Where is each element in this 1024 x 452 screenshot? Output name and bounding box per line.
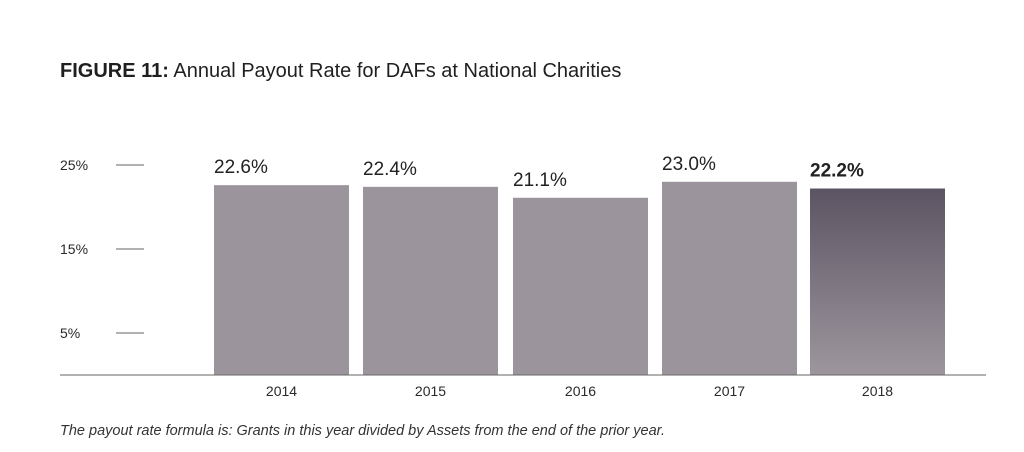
y-tick-label: 15% (60, 241, 88, 257)
y-tick-label: 5% (60, 325, 80, 341)
title-text: Annual Payout Rate for DAFs at National … (173, 60, 622, 82)
y-tick-label: 25% (60, 157, 88, 173)
x-tick-label-2015: 2015 (415, 383, 446, 399)
bar-2015 (363, 186, 498, 375)
data-labels-group: 22.6% 22.4% 21.1% 23.0% 22.2% (214, 154, 864, 191)
y-axis: 5% 15% 25% (60, 157, 144, 341)
x-tick-label-2016: 2016 (565, 383, 596, 399)
chart-title: FIGURE 11: Annual Payout Rate for DAFs a… (60, 60, 621, 83)
bar-2016 (513, 197, 648, 375)
chart-caption: The payout rate formula is: Grants in th… (60, 423, 665, 439)
bar-2017 (662, 181, 797, 375)
bar-2018 (810, 188, 945, 375)
data-label-2016: 21.1% (513, 170, 567, 191)
x-tick-label-2017: 2017 (714, 383, 745, 399)
data-label-2018: 22.2% (810, 161, 864, 182)
data-label-2017: 23.0% (662, 154, 716, 175)
data-label-2014: 22.6% (214, 157, 268, 178)
x-tick-label-2014: 2014 (266, 383, 297, 399)
bars-group (214, 181, 945, 375)
figure-label: FIGURE 11: (60, 60, 169, 82)
x-axis: 2014 2015 2016 2017 2018 (266, 383, 893, 399)
bar-2014 (214, 185, 349, 375)
x-tick-label-2018: 2018 (862, 383, 893, 399)
data-label-2015: 22.4% (363, 159, 417, 180)
